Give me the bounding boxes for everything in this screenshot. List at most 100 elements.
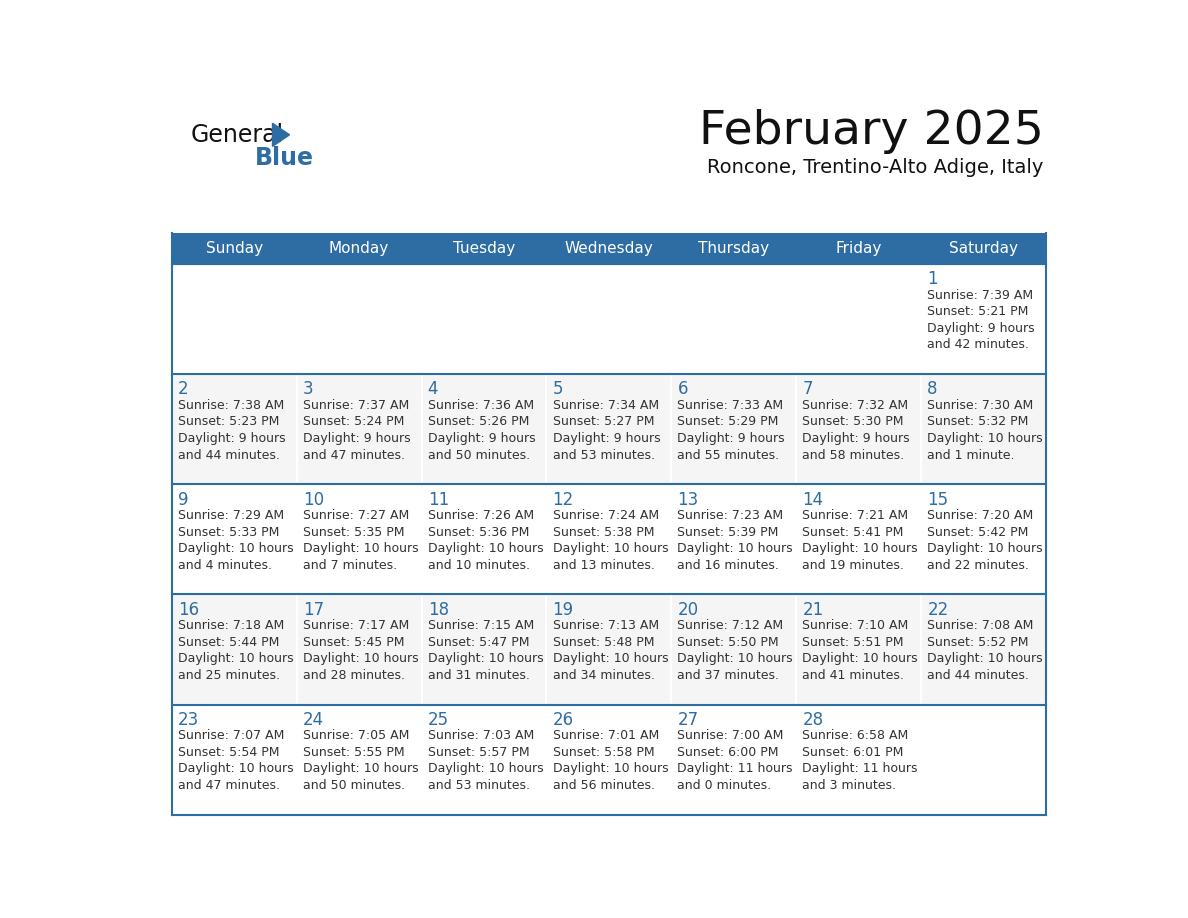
Text: Sunrise: 7:39 AM: Sunrise: 7:39 AM: [928, 289, 1034, 302]
Text: Daylight: 10 hours: Daylight: 10 hours: [677, 653, 794, 666]
Text: Wednesday: Wednesday: [564, 241, 653, 256]
Text: Daylight: 10 hours: Daylight: 10 hours: [178, 653, 293, 666]
Bar: [921, 595, 1045, 705]
Text: Daylight: 9 hours: Daylight: 9 hours: [928, 322, 1035, 335]
Text: Daylight: 10 hours: Daylight: 10 hours: [178, 762, 293, 776]
Text: Sunrise: 7:33 AM: Sunrise: 7:33 AM: [677, 399, 784, 412]
Text: and 44 minutes.: and 44 minutes.: [928, 669, 1029, 682]
Text: and 53 minutes.: and 53 minutes.: [552, 449, 655, 462]
Text: Daylight: 9 hours: Daylight: 9 hours: [303, 432, 411, 445]
Text: Sunrise: 7:00 AM: Sunrise: 7:00 AM: [677, 729, 784, 743]
Text: and 19 minutes.: and 19 minutes.: [802, 559, 904, 572]
Bar: [671, 233, 796, 264]
Text: and 47 minutes.: and 47 minutes.: [178, 778, 280, 792]
Text: and 55 minutes.: and 55 minutes.: [677, 449, 779, 462]
Bar: [422, 233, 546, 264]
Bar: [422, 264, 546, 375]
Text: 18: 18: [428, 600, 449, 619]
Bar: [921, 375, 1045, 485]
Text: Sunset: 5:39 PM: Sunset: 5:39 PM: [677, 526, 779, 539]
Text: Sunset: 5:36 PM: Sunset: 5:36 PM: [428, 526, 529, 539]
Text: Sunset: 5:51 PM: Sunset: 5:51 PM: [802, 635, 904, 649]
Bar: [172, 375, 297, 485]
Text: Daylight: 9 hours: Daylight: 9 hours: [552, 432, 661, 445]
Text: and 41 minutes.: and 41 minutes.: [802, 669, 904, 682]
Text: Sunrise: 7:01 AM: Sunrise: 7:01 AM: [552, 729, 659, 743]
Text: 28: 28: [802, 711, 823, 729]
Text: Sunset: 5:42 PM: Sunset: 5:42 PM: [928, 526, 1029, 539]
Text: Saturday: Saturday: [949, 241, 1018, 256]
Text: 26: 26: [552, 711, 574, 729]
Text: and 44 minutes.: and 44 minutes.: [178, 449, 280, 462]
Bar: [546, 595, 671, 705]
Text: Daylight: 9 hours: Daylight: 9 hours: [802, 432, 910, 445]
Text: Daylight: 10 hours: Daylight: 10 hours: [303, 762, 418, 776]
Text: 6: 6: [677, 380, 688, 398]
Bar: [796, 595, 921, 705]
Text: Sunrise: 7:03 AM: Sunrise: 7:03 AM: [428, 729, 533, 743]
Text: Sunset: 5:48 PM: Sunset: 5:48 PM: [552, 635, 655, 649]
Text: Sunset: 5:45 PM: Sunset: 5:45 PM: [303, 635, 404, 649]
Text: Sunrise: 6:58 AM: Sunrise: 6:58 AM: [802, 729, 909, 743]
Bar: [671, 595, 796, 705]
Text: Sunrise: 7:37 AM: Sunrise: 7:37 AM: [303, 399, 409, 412]
Bar: [297, 485, 422, 595]
Text: 25: 25: [428, 711, 449, 729]
Text: 3: 3: [303, 380, 314, 398]
Bar: [671, 705, 796, 814]
Text: Roncone, Trentino-Alto Adige, Italy: Roncone, Trentino-Alto Adige, Italy: [707, 159, 1043, 177]
Text: Sunrise: 7:13 AM: Sunrise: 7:13 AM: [552, 619, 658, 633]
Text: Sunset: 5:24 PM: Sunset: 5:24 PM: [303, 416, 404, 429]
Text: Sunrise: 7:10 AM: Sunrise: 7:10 AM: [802, 619, 909, 633]
Text: and 58 minutes.: and 58 minutes.: [802, 449, 904, 462]
Text: and 13 minutes.: and 13 minutes.: [552, 559, 655, 572]
Text: 23: 23: [178, 711, 200, 729]
Bar: [422, 595, 546, 705]
Text: Sunrise: 7:36 AM: Sunrise: 7:36 AM: [428, 399, 533, 412]
Text: 24: 24: [303, 711, 324, 729]
Text: Daylight: 10 hours: Daylight: 10 hours: [178, 543, 293, 555]
Text: 17: 17: [303, 600, 324, 619]
Text: Sunrise: 7:23 AM: Sunrise: 7:23 AM: [677, 509, 784, 522]
Text: Friday: Friday: [835, 241, 881, 256]
Text: and 31 minutes.: and 31 minutes.: [428, 669, 530, 682]
Bar: [297, 705, 422, 814]
Text: 14: 14: [802, 490, 823, 509]
Text: and 7 minutes.: and 7 minutes.: [303, 559, 397, 572]
Bar: [671, 375, 796, 485]
Text: Daylight: 9 hours: Daylight: 9 hours: [178, 432, 285, 445]
Bar: [297, 595, 422, 705]
Text: Sunset: 6:01 PM: Sunset: 6:01 PM: [802, 745, 904, 759]
Bar: [297, 375, 422, 485]
Text: Sunrise: 7:29 AM: Sunrise: 7:29 AM: [178, 509, 284, 522]
Bar: [422, 705, 546, 814]
Text: Sunset: 5:21 PM: Sunset: 5:21 PM: [928, 306, 1029, 319]
Text: and 22 minutes.: and 22 minutes.: [928, 559, 1029, 572]
Text: General: General: [191, 123, 284, 147]
Bar: [172, 595, 297, 705]
Text: Sunset: 5:52 PM: Sunset: 5:52 PM: [928, 635, 1029, 649]
Bar: [297, 264, 422, 375]
Text: Sunrise: 7:07 AM: Sunrise: 7:07 AM: [178, 729, 284, 743]
Text: Sunrise: 7:12 AM: Sunrise: 7:12 AM: [677, 619, 784, 633]
Text: Sunrise: 7:08 AM: Sunrise: 7:08 AM: [928, 619, 1034, 633]
Bar: [172, 485, 297, 595]
Text: 5: 5: [552, 380, 563, 398]
Text: and 34 minutes.: and 34 minutes.: [552, 669, 655, 682]
Text: Daylight: 11 hours: Daylight: 11 hours: [677, 762, 794, 776]
Text: Daylight: 10 hours: Daylight: 10 hours: [552, 543, 668, 555]
Text: 27: 27: [677, 711, 699, 729]
Text: and 42 minutes.: and 42 minutes.: [928, 339, 1029, 352]
Bar: [422, 485, 546, 595]
Text: Sunset: 5:29 PM: Sunset: 5:29 PM: [677, 416, 779, 429]
Text: Sunrise: 7:38 AM: Sunrise: 7:38 AM: [178, 399, 284, 412]
Bar: [546, 375, 671, 485]
Text: Sunrise: 7:30 AM: Sunrise: 7:30 AM: [928, 399, 1034, 412]
Text: Daylight: 11 hours: Daylight: 11 hours: [802, 762, 918, 776]
Text: Monday: Monday: [329, 241, 390, 256]
Text: Sunrise: 7:20 AM: Sunrise: 7:20 AM: [928, 509, 1034, 522]
Text: Thursday: Thursday: [699, 241, 770, 256]
Text: and 3 minutes.: and 3 minutes.: [802, 778, 897, 792]
Text: Daylight: 9 hours: Daylight: 9 hours: [677, 432, 785, 445]
Bar: [546, 264, 671, 375]
